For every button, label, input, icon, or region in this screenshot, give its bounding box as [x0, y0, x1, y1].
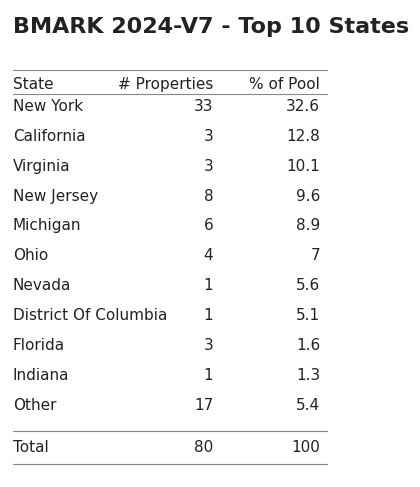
- Text: 8.9: 8.9: [296, 219, 320, 233]
- Text: 1: 1: [204, 368, 213, 383]
- Text: 33: 33: [194, 99, 213, 114]
- Text: 5.1: 5.1: [296, 308, 320, 323]
- Text: 9.6: 9.6: [296, 188, 320, 204]
- Text: 3: 3: [203, 129, 213, 144]
- Text: 100: 100: [291, 440, 320, 455]
- Text: 80: 80: [194, 440, 213, 455]
- Text: California: California: [13, 129, 85, 144]
- Text: Indiana: Indiana: [13, 368, 69, 383]
- Text: Ohio: Ohio: [13, 248, 48, 263]
- Text: Florida: Florida: [13, 338, 65, 353]
- Text: New Jersey: New Jersey: [13, 188, 98, 204]
- Text: 7: 7: [310, 248, 320, 263]
- Text: 1: 1: [204, 308, 213, 323]
- Text: District Of Columbia: District Of Columbia: [13, 308, 167, 323]
- Text: 3: 3: [203, 338, 213, 353]
- Text: % of Pool: % of Pool: [249, 77, 320, 93]
- Text: 17: 17: [194, 397, 213, 412]
- Text: New York: New York: [13, 99, 83, 114]
- Text: Virginia: Virginia: [13, 159, 71, 174]
- Text: 1.6: 1.6: [296, 338, 320, 353]
- Text: 8: 8: [204, 188, 213, 204]
- Text: Total: Total: [13, 440, 49, 455]
- Text: State: State: [13, 77, 53, 93]
- Text: 12.8: 12.8: [286, 129, 320, 144]
- Text: Michigan: Michigan: [13, 219, 81, 233]
- Text: 5.6: 5.6: [296, 278, 320, 293]
- Text: 5.4: 5.4: [296, 397, 320, 412]
- Text: Other: Other: [13, 397, 56, 412]
- Text: # Properties: # Properties: [118, 77, 213, 93]
- Text: Nevada: Nevada: [13, 278, 71, 293]
- Text: BMARK 2024-V7 - Top 10 States: BMARK 2024-V7 - Top 10 States: [13, 17, 409, 37]
- Text: 3: 3: [203, 159, 213, 174]
- Text: 1.3: 1.3: [296, 368, 320, 383]
- Text: 6: 6: [203, 219, 213, 233]
- Text: 10.1: 10.1: [286, 159, 320, 174]
- Text: 1: 1: [204, 278, 213, 293]
- Text: 32.6: 32.6: [286, 99, 320, 114]
- Text: 4: 4: [204, 248, 213, 263]
